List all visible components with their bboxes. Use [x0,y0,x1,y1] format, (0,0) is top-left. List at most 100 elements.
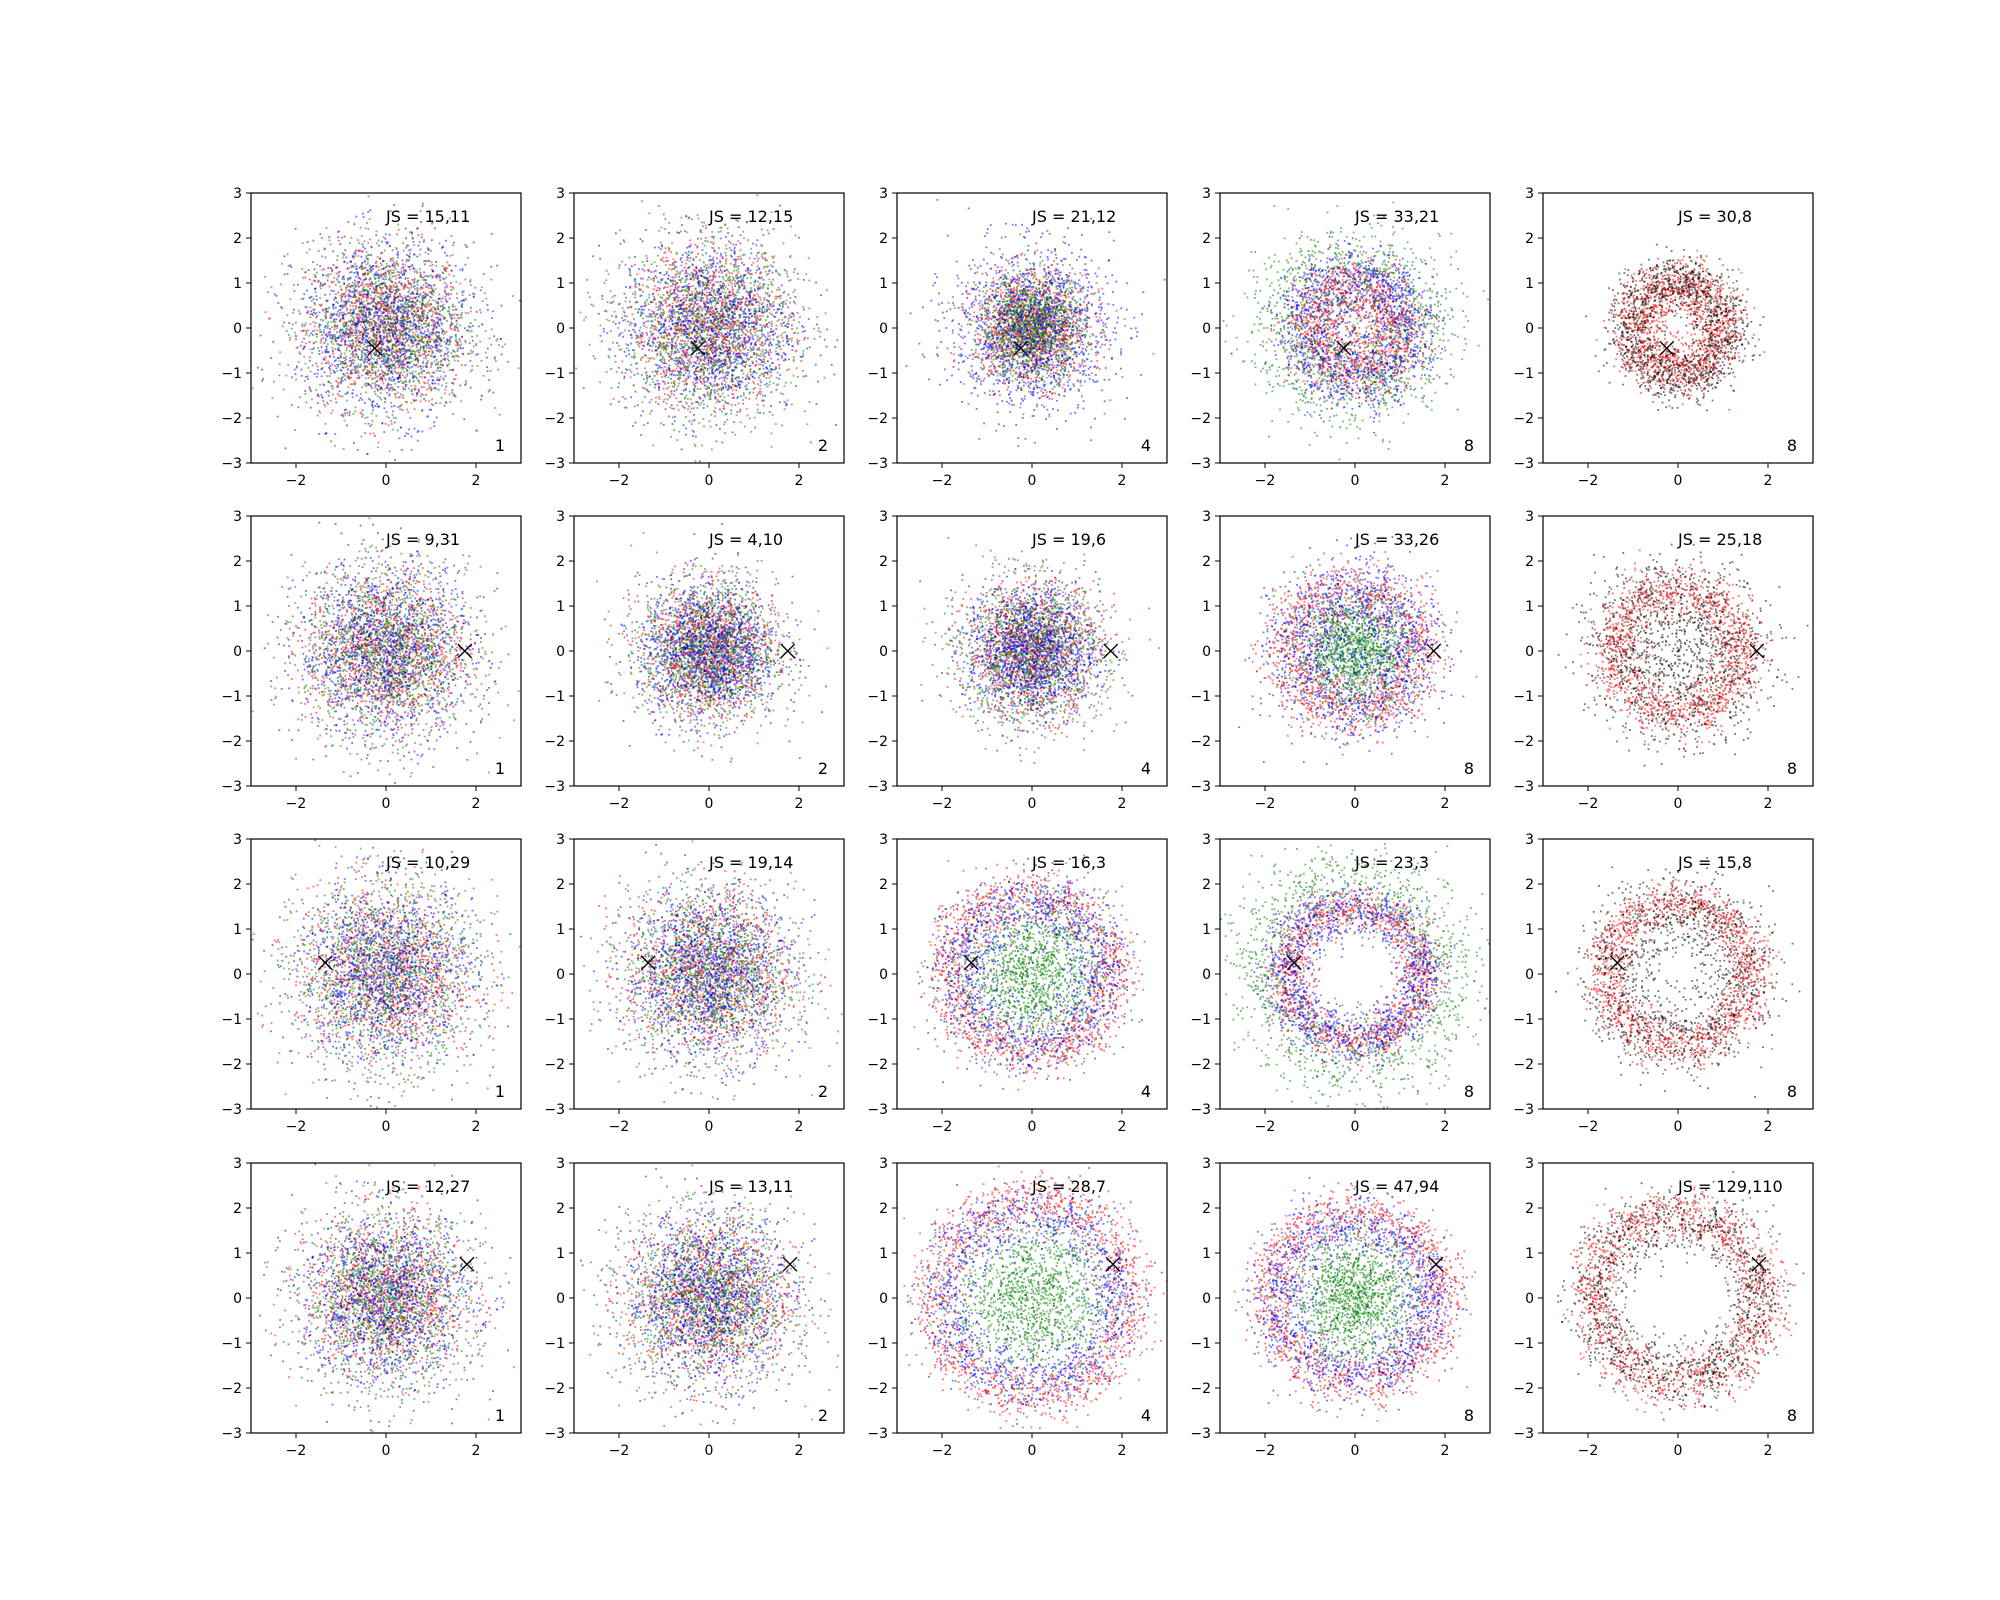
scatter-point [314,309,316,311]
scatter-point [412,300,414,302]
scatter-point [421,327,423,329]
scatter-point [299,396,301,398]
scatter-point [358,375,360,377]
scatter-point [491,233,493,235]
scatter-point [349,357,351,359]
scatter-point [394,267,396,269]
scatter-point [642,387,644,389]
scatter-point [378,245,380,247]
scatter-point [349,327,351,329]
scatter-point [332,347,334,349]
scatter-point [332,394,334,396]
scatter-point [441,350,443,352]
scatter-point [298,361,300,363]
scatter-point [289,339,291,341]
scatter-point [392,429,394,431]
scatter-point [356,329,358,331]
scatter-point [752,392,754,394]
scatter-point [289,337,291,339]
scatter-point [416,293,418,295]
scatter-point [425,286,427,288]
scatter-point [385,349,387,351]
scatter-point [414,339,416,341]
scatter-point [398,229,400,231]
scatter-point [395,396,397,398]
scatter-point [436,326,438,328]
scatter-point [409,372,411,374]
scatter-point [390,322,392,324]
scatter-point [338,349,340,351]
scatter-point [381,343,383,345]
scatter-point [411,390,413,392]
scatter-point [392,414,394,416]
scatter-point [408,259,410,261]
scatter-point [365,306,367,308]
scatter-point [341,370,343,372]
scatter-point [313,302,315,304]
scatter-point [371,424,373,426]
scatter-point [362,213,364,215]
scatter-point [374,382,376,384]
scatter-point [400,355,402,357]
scatter-point [499,414,501,416]
scatter-point [381,376,383,378]
scatter-point [754,387,756,389]
scatter-point [421,393,423,395]
scatter-point [428,400,430,402]
scatter-point [399,409,401,411]
scatter-point [332,304,334,306]
scatter-point [390,260,392,262]
scatter-point [385,358,387,360]
scatter-point [431,293,433,295]
scatter-point [430,296,432,298]
scatter-point [337,236,339,238]
scatter-point [374,306,376,308]
scatter-point [433,340,435,342]
scatter-point [625,264,627,266]
scatter-point [332,388,334,390]
scatter-point [312,240,314,242]
scatter-point [674,385,676,387]
scatter-point [357,239,359,241]
scatter-point [417,440,419,442]
scatter-point [389,290,391,292]
scatter-point [434,383,436,385]
scatter-point [740,258,742,260]
scatter-point [375,266,377,268]
scatter-point [371,404,373,406]
scatter-point [392,376,394,378]
scatter-point [324,294,326,296]
scatter-point [405,264,407,266]
scatter-point [443,278,445,280]
scatter-point [383,273,385,275]
scatter-point [411,361,413,363]
scatter-point [405,301,407,303]
scatter-point [512,295,514,297]
scatter-point [313,342,315,344]
scatter-point [448,310,450,312]
scatter-point [772,279,774,281]
scatter-point [406,349,408,351]
y-tick-label: 1 [233,276,242,292]
scatter-point [757,260,759,262]
scatter-point [369,238,371,240]
scatter-point [364,330,366,332]
scatter-point [355,251,357,253]
scatter-point [518,367,520,369]
scatter-point [390,319,392,321]
scatter-point [322,337,324,339]
scatter-point [379,349,381,351]
scatter-point [362,243,364,245]
scatter-point [725,280,727,282]
scatter-point [322,400,324,402]
scatter-point [347,312,349,314]
scatter-point [391,291,393,293]
scatter-point [402,305,404,307]
scatter-point [451,392,453,394]
scatter-point [464,244,466,246]
scatter-point [396,247,398,249]
scatter-point [336,327,338,329]
scatter-point [470,284,472,286]
scatter-point [357,364,359,366]
scatter-point [445,343,447,345]
